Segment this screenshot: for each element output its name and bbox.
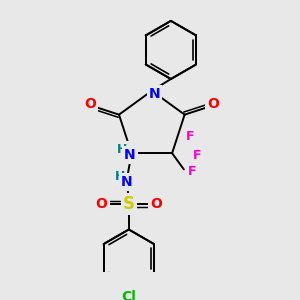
Text: O: O [208, 97, 219, 111]
Text: N: N [149, 87, 161, 101]
Text: N: N [124, 148, 136, 162]
Text: H: H [117, 143, 128, 156]
Text: O: O [96, 197, 107, 211]
Text: S: S [123, 195, 135, 213]
Text: H: H [115, 170, 125, 183]
Text: F: F [186, 130, 194, 143]
Text: N: N [121, 175, 133, 189]
Text: O: O [84, 97, 96, 111]
Text: O: O [150, 197, 162, 211]
Text: F: F [188, 165, 196, 178]
Text: F: F [193, 148, 202, 161]
Text: Cl: Cl [122, 290, 136, 300]
